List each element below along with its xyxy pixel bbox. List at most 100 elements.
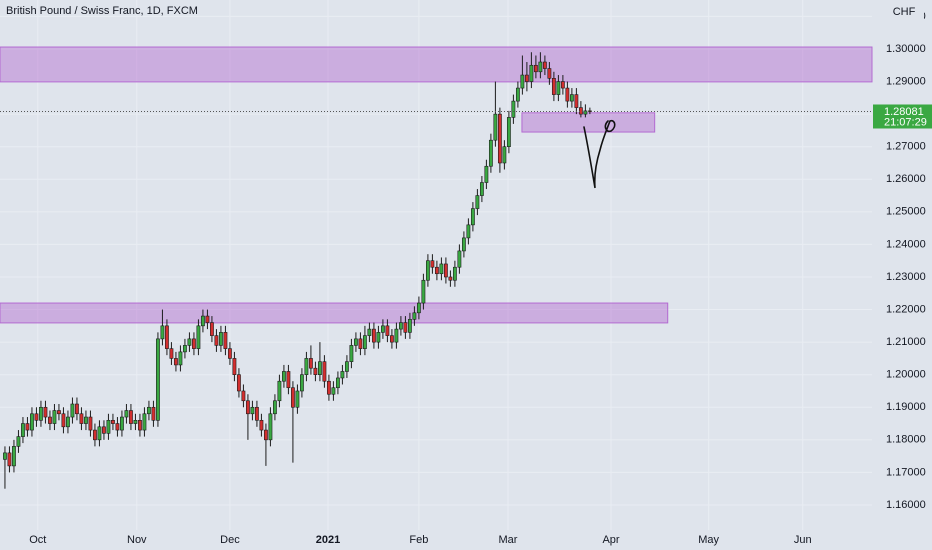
candle-body	[286, 371, 291, 389]
candle-body	[241, 390, 246, 402]
countdown-label: 21:07:29	[884, 116, 927, 128]
candle-body	[434, 266, 439, 275]
candle-body	[201, 315, 205, 327]
candle-body	[39, 406, 43, 421]
candle-body	[443, 263, 448, 278]
candle-body	[452, 266, 457, 281]
candle-body	[318, 361, 322, 376]
candles	[3, 52, 592, 489]
candle-body	[196, 325, 201, 349]
candle-body	[223, 332, 228, 349]
candle-body	[187, 338, 192, 346]
candle-body	[556, 81, 561, 95]
candle-body	[232, 358, 237, 376]
candle-body	[21, 423, 25, 437]
candle-body	[327, 380, 331, 395]
x-tick-label: Nov	[127, 534, 147, 546]
candle-body	[205, 315, 210, 323]
candle-body	[565, 87, 570, 102]
candle-body	[354, 338, 358, 346]
candle-body	[246, 400, 250, 415]
candle-body	[336, 377, 340, 389]
candle-body	[84, 416, 88, 424]
candle-body	[183, 345, 187, 353]
candle-body	[66, 416, 70, 428]
candle-body	[111, 419, 115, 424]
y-tick-label: 1.25000	[886, 206, 926, 218]
candle-body	[304, 358, 309, 376]
candle-body	[345, 361, 349, 372]
x-tick-label: Feb	[409, 534, 428, 546]
candle-body	[430, 260, 435, 268]
candle-body	[102, 426, 106, 434]
candle-body	[97, 426, 102, 441]
candle-body	[120, 416, 124, 431]
candle-body	[547, 68, 552, 79]
candle-body	[151, 406, 156, 421]
candle-body	[574, 94, 579, 108]
y-tick-label: 1.18000	[886, 434, 926, 446]
y-tick-label: 1.23000	[886, 271, 926, 283]
candle-body	[295, 390, 300, 408]
x-tick-label: Jun	[794, 534, 812, 546]
candle-body	[228, 348, 232, 359]
candle-body	[569, 94, 574, 102]
candle-body	[408, 319, 412, 333]
candle-body	[484, 165, 489, 183]
candle-body	[25, 423, 30, 431]
candle-body	[367, 328, 372, 336]
candle-body	[493, 113, 498, 141]
candle-body	[57, 410, 61, 415]
candle-body	[417, 302, 421, 314]
candle-body	[133, 419, 138, 424]
candle-body	[309, 358, 313, 369]
candle-body	[210, 322, 214, 336]
candle-body	[475, 195, 480, 209]
candle-body	[61, 413, 66, 428]
y-tick-label: 1.26000	[886, 173, 926, 185]
candle-body	[426, 260, 430, 281]
candle-body	[502, 146, 507, 164]
zones	[0, 46, 873, 324]
candle-body	[34, 413, 39, 421]
candle-body	[470, 208, 475, 226]
candle-body	[421, 279, 426, 304]
candle-body	[75, 403, 79, 415]
candle-body	[358, 338, 363, 349]
candle-body	[349, 345, 354, 362]
candle-body	[169, 348, 174, 359]
candle-body	[524, 74, 529, 82]
candle-body	[542, 61, 547, 69]
y-tick-label: 1.17000	[886, 466, 926, 478]
candle-body	[115, 423, 120, 431]
candle-body	[448, 276, 453, 281]
candle-body	[394, 328, 399, 343]
candle-body	[160, 325, 165, 340]
candle-body	[250, 406, 255, 415]
candle-body	[506, 117, 511, 148]
candle-body	[399, 322, 403, 330]
last-price-box	[873, 104, 932, 129]
candle-body	[282, 371, 286, 382]
x-tick-label: Dec	[220, 534, 240, 546]
hand-drawing	[583, 119, 616, 189]
currency-box	[884, 4, 924, 20]
candle-body	[390, 335, 394, 343]
candle-body	[147, 406, 151, 415]
candle-body	[255, 406, 259, 421]
last-price-label: 1.28081	[884, 106, 924, 118]
candle-body	[219, 332, 223, 346]
candle-body	[529, 64, 534, 82]
candle-body	[488, 139, 493, 167]
y-tick-label: 1.30000	[886, 43, 926, 55]
candle-body	[291, 387, 295, 408]
x-tick-label: May	[698, 534, 719, 546]
candle-body	[466, 224, 471, 239]
candle-body	[142, 413, 147, 431]
x-tick-label: Oct	[29, 534, 46, 546]
candle-body	[515, 87, 520, 102]
candle-body	[138, 419, 142, 431]
